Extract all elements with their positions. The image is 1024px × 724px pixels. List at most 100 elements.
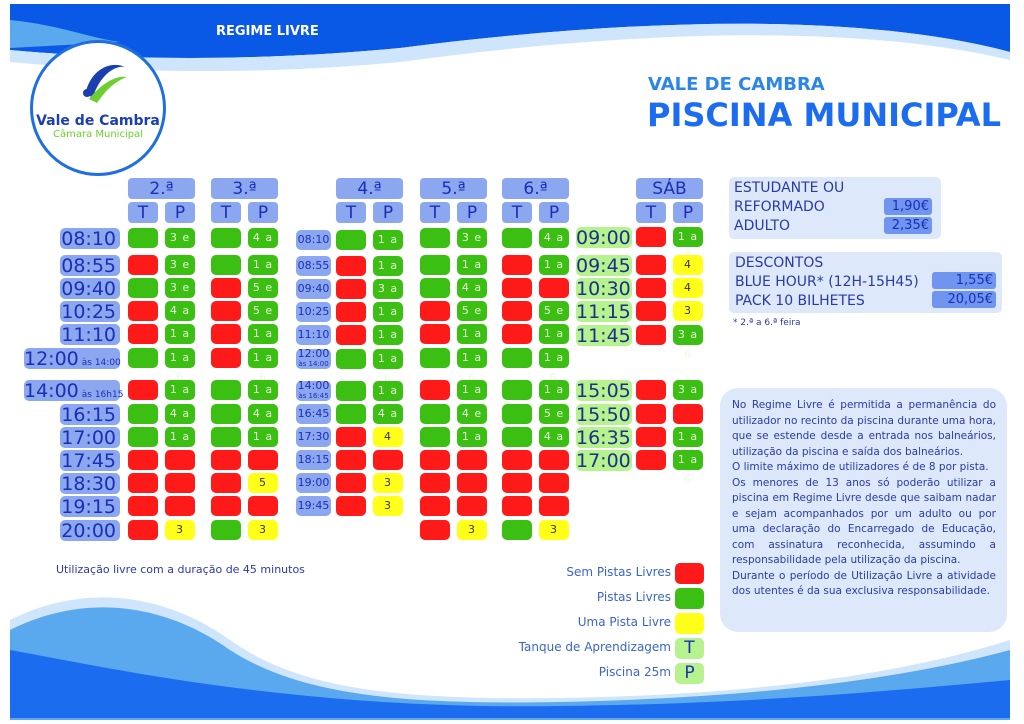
lane-cell-t [636,278,666,298]
lane-cell-t [211,348,241,368]
lane-cell-t [420,324,450,344]
col-p-header: P [248,202,278,223]
lane-cell-p: 1 a 6 [457,427,487,463]
blue-hour-label: BLUE HOUR* (12H-15H45) [735,274,919,290]
lane-cell-t [128,473,158,493]
lane-cell-p: 4 e 6 [457,404,487,440]
lane-cell-t [636,301,666,321]
lane-cell-t [420,404,450,424]
page-title: PISCINA MUNICIPAL [647,96,1002,134]
lane-cell-t [636,227,666,247]
lane-cell-p: 1 a 6 [373,302,403,338]
lane-cell-p: 3 a 6 [373,279,403,315]
lane-cell-t [128,301,158,321]
lane-cell-p: 1 a 6 [373,349,403,385]
lane-cell-t [211,404,241,424]
student-label-2: REFORMADO [734,199,825,215]
col-t-header: T [420,202,450,223]
lane-cell-t [336,256,366,276]
lane-cell-p [539,496,569,516]
lane-cell-t [420,228,450,248]
time-slot: 14:00 às 16:45 [296,379,331,401]
lane-cell-p: 1 a 4 [673,427,703,463]
time-slot: 16:15 [60,404,120,426]
lane-cell-p [165,496,195,516]
day-header: SÁB [636,178,703,199]
time-slot-saturday: 15:50 [576,404,632,426]
lane-cell-p [165,450,195,470]
legend-swatch [675,588,704,609]
legend-label: Sem Pistas Livres [566,565,671,579]
time-slot: 20:00 [60,520,120,542]
duration-note: Utilização livre com a duração de 45 min… [56,563,305,576]
pack-label: PACK 10 BILHETES [735,293,865,309]
col-p-header: P [373,202,403,223]
lane-cell-p: 5 e 6 [248,278,278,314]
lane-cell-p [539,450,569,470]
lane-cell-p: 5 e 6 [457,301,487,337]
time-slot: 10:25 [296,302,331,322]
col-p-header: P [539,202,569,223]
lane-cell-p: 1 a 6 [373,325,403,361]
lane-cell-t [502,496,532,516]
lane-cell-p: 3 [673,301,703,321]
col-p-header: P [673,202,703,223]
lane-cell-t [420,473,450,493]
logo: Vale de Cambra Câmara Municipal [30,40,166,176]
page-subtitle: VALE DE CAMBRA [648,74,825,95]
time-slot: 10:25 [60,301,120,323]
lane-cell-t [502,278,532,298]
lane-cell-t [420,427,450,447]
lane-cell-t [636,255,666,275]
lane-cell-p: 1 a 6 [248,348,278,384]
info-paragraph: O limite máximo de utilizadores é de 8 p… [732,461,989,473]
time-slot: 14:00 às 16h15 [24,380,124,402]
blue-hour-price: 1,55€ [932,272,996,289]
lane-cell-t [502,324,532,344]
lane-cell-t [502,348,532,368]
lane-cell-t [336,404,366,424]
legend-swatch: T [675,638,704,659]
time-slot: 11:10 [60,324,120,346]
col-t-header: T [128,202,158,223]
lane-cell-t [336,349,366,369]
lane-cell-p [457,496,487,516]
legend-label: Pistas Livres [596,590,671,604]
adult-price: 2,35€ [884,217,932,234]
lane-cell-p: 1 a 6 [457,255,487,291]
lane-cell-p: 3 e 4 [165,228,195,264]
lane-cell-t [128,255,158,275]
lane-cell-t [336,427,366,447]
day-header: 2.ª [128,178,195,199]
lane-cell-p: 4 a 6 [248,228,278,264]
info-paragraph: Os menores de 13 anos só poderão utiliza… [732,476,996,567]
lane-cell-t [420,348,450,368]
lane-cell-t [502,301,532,321]
lane-cell-t [502,473,532,493]
lane-cell-t [211,473,241,493]
info-paragraph: No Regime Livre é permitida a permanênci… [732,399,996,458]
time-slot: 08:55 [60,255,120,277]
legend-swatch [675,563,704,584]
lane-cell-p: 1 a 6 [165,380,195,416]
lane-cell-p: 1 a 6 [248,427,278,463]
lane-cell-t [128,496,158,516]
lane-cell-t [128,380,158,400]
time-slot-saturday: 09:00 [576,227,632,249]
lane-cell-t [336,230,366,250]
time-slot: 17:30 [296,427,331,447]
banner-title: REGIME LIVRE [216,24,319,39]
lane-cell-t [502,255,532,275]
lane-cell-p: 1 a 6 [373,230,403,266]
col-p-header: P [165,202,195,223]
time-slot-saturday: 10:30 [576,278,632,300]
lane-cell-t [636,380,666,400]
time-slot: 17:00 [60,427,120,449]
col-t-header: T [211,202,241,223]
time-slot: 08:55 [296,256,331,276]
time-slot: 12:00 às 14:00 [24,348,121,370]
lane-cell-t [211,255,241,275]
lane-cell-p: 1 a 3 [248,255,278,291]
time-slot: 16:45 [296,404,331,424]
lane-cell-p: 5 e 6 [539,301,569,337]
